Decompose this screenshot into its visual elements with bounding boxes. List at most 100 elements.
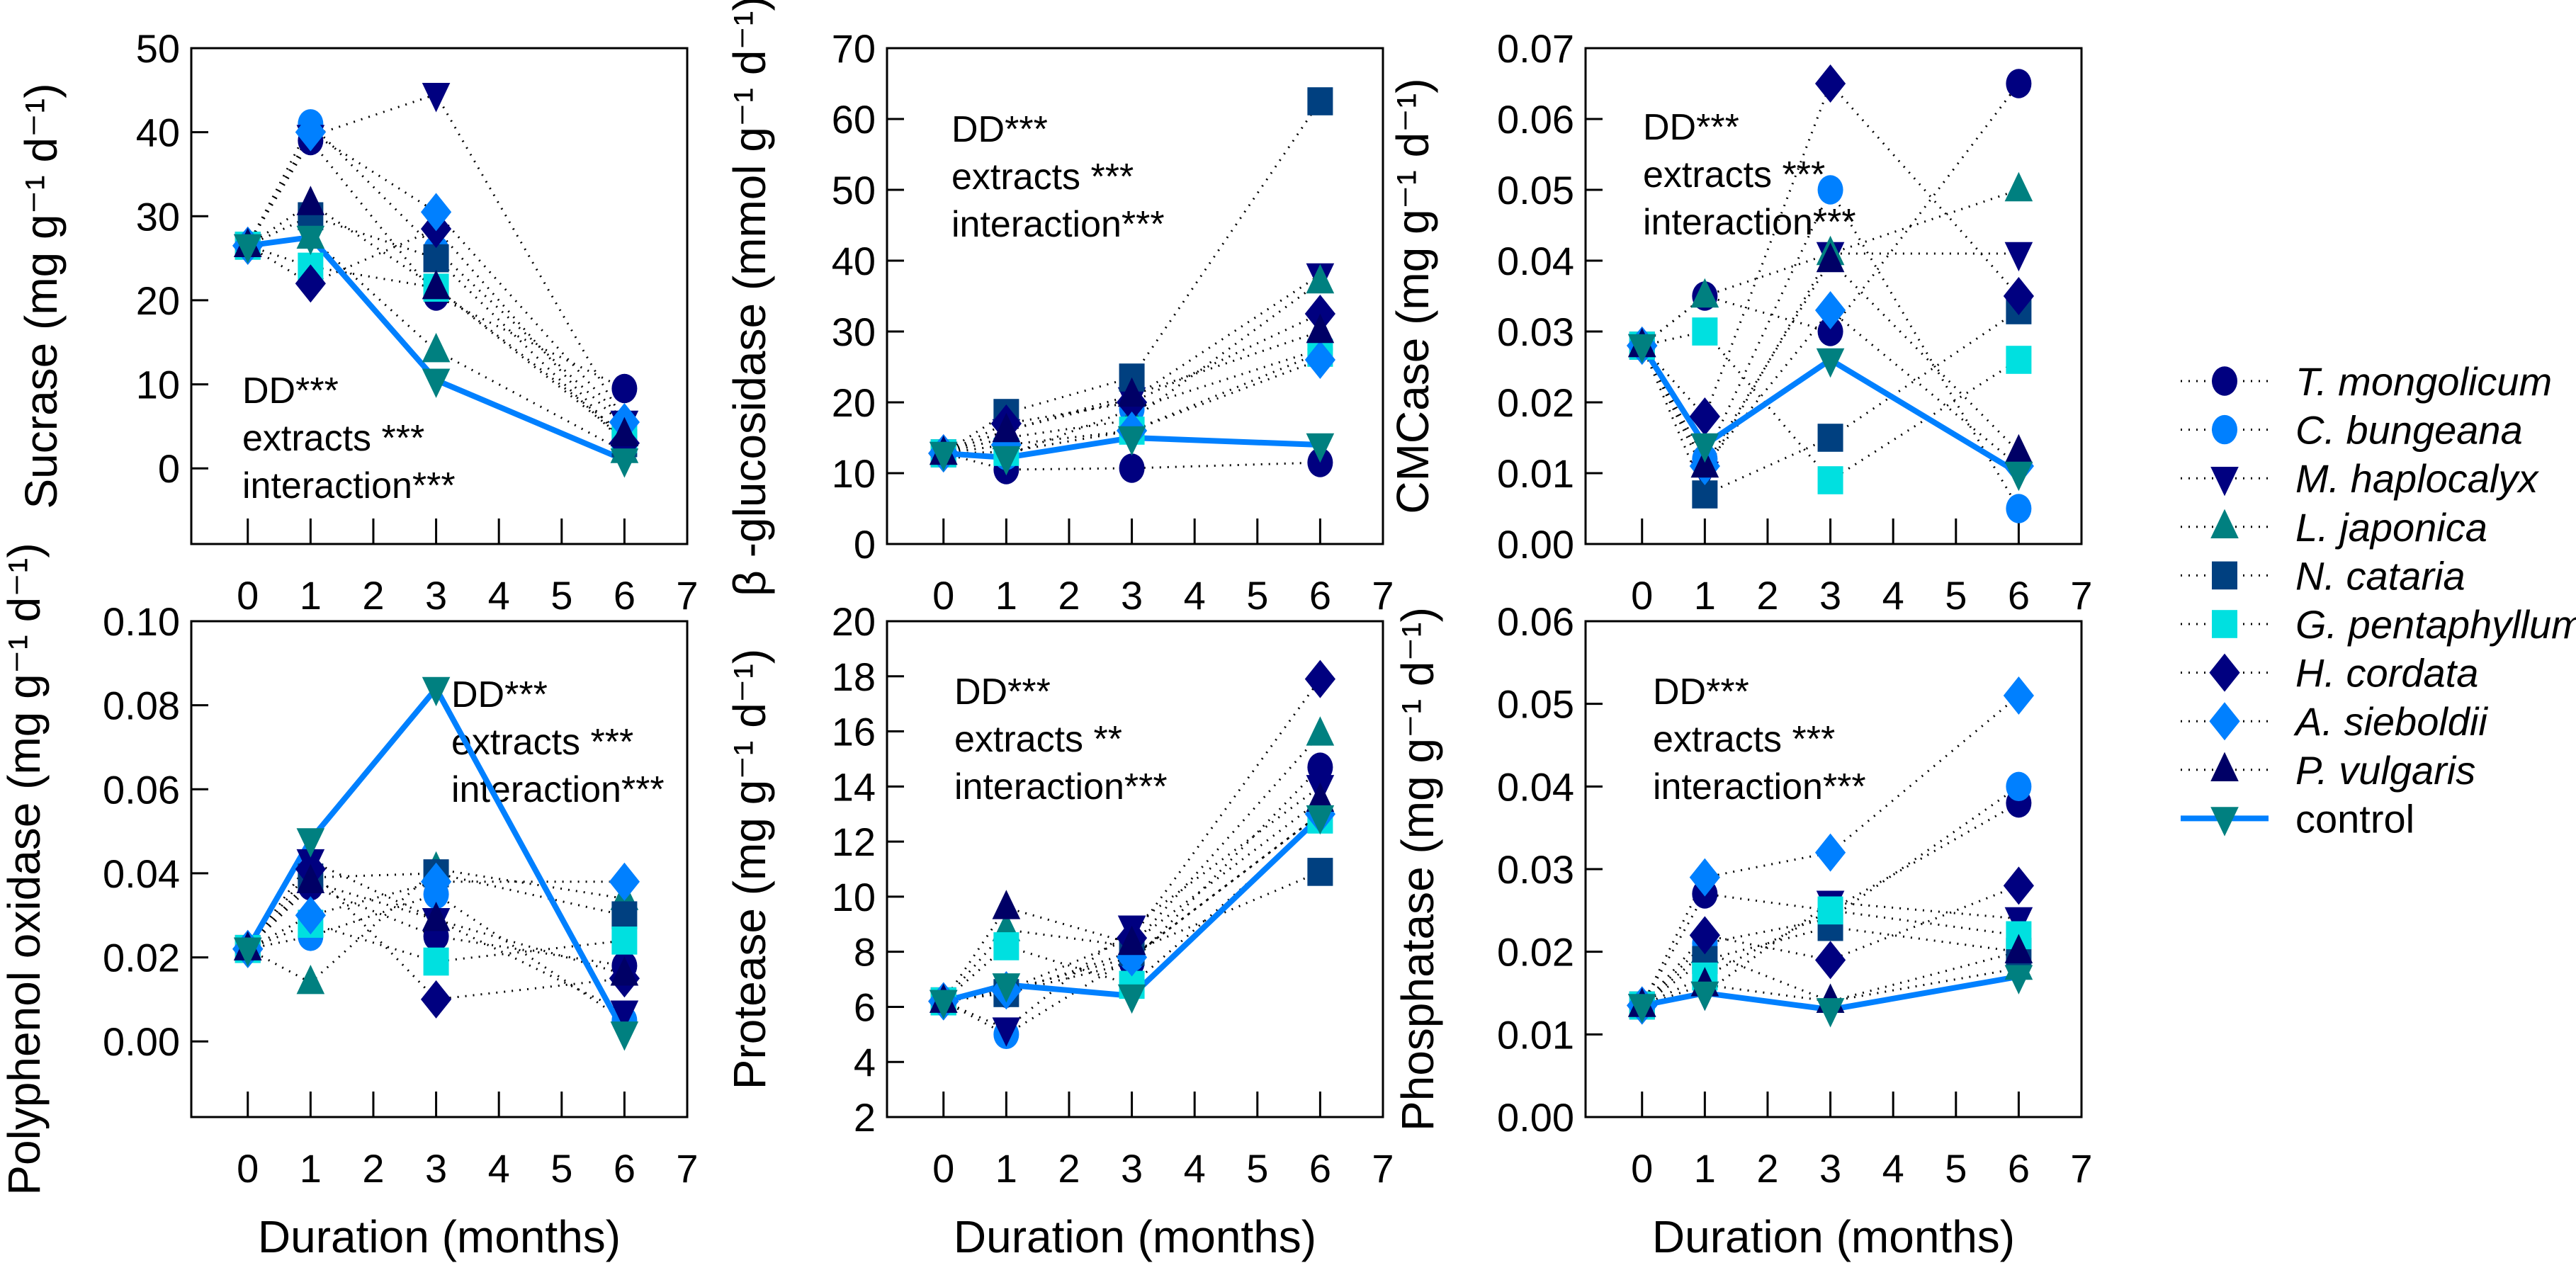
- y-tick-label: 50: [136, 26, 180, 71]
- data-point-control: [610, 1021, 639, 1051]
- x-tick-label: 2: [362, 573, 384, 618]
- data-point-t-mongolicum: [1307, 752, 1333, 782]
- y-tick-label: 4: [854, 1040, 876, 1084]
- data-point-control: [992, 973, 1021, 1003]
- legend-marker-square-icon: [2212, 561, 2237, 590]
- significance-annotation: extracts ***: [1653, 719, 1835, 760]
- data-point-m-haplocalyx: [610, 1000, 639, 1030]
- y-tick-label: 0.06: [1497, 97, 1574, 142]
- y-tick-label: 20: [832, 599, 876, 644]
- series-line-c-bungeana: [247, 892, 626, 1021]
- significance-annotation: DD***: [451, 674, 548, 715]
- data-point-p-vulgaris: [1690, 448, 1719, 478]
- data-point-control: [1117, 426, 1146, 456]
- data-point-a-sieboldii: [1689, 858, 1720, 897]
- legend-label: G. pentaphyllum: [2295, 602, 2576, 647]
- significance-annotation: DD***: [954, 672, 1051, 713]
- x-tick-label: 2: [1058, 1146, 1080, 1191]
- data-point-t-mongolicum: [2006, 69, 2032, 98]
- x-tick-label: 0: [1631, 1146, 1653, 1191]
- legend-label: C. bungeana: [2295, 408, 2523, 453]
- x-tick-label: 7: [2070, 573, 2092, 618]
- x-tick-label: 3: [1121, 1146, 1143, 1191]
- data-point-control: [1816, 348, 1845, 378]
- data-point-control: [929, 990, 958, 1019]
- y-tick-label: 0.05: [1497, 168, 1574, 212]
- data-point-control: [2004, 461, 2033, 492]
- data-point-control: [992, 446, 1021, 476]
- y-tick-label: 16: [832, 710, 876, 754]
- legend-label: T. mongolicum: [2295, 359, 2552, 404]
- x-tick-label: 6: [1309, 1146, 1331, 1191]
- y-tick-label: 40: [136, 110, 180, 155]
- data-point-n-cataria: [1307, 87, 1333, 115]
- data-point-control: [1306, 805, 1335, 835]
- data-point-control: [296, 225, 325, 256]
- data-point-g-pentaphyllum: [423, 947, 449, 976]
- series-line-l-japonica: [247, 868, 625, 984]
- legend-label: control: [2295, 796, 2414, 841]
- y-tick-label: 0.08: [103, 684, 180, 728]
- data-point-p-vulgaris: [1117, 925, 1146, 956]
- series-line-l-japonica: [943, 280, 1321, 455]
- x-tick-label: 2: [362, 1146, 384, 1191]
- data-point-n-cataria: [1817, 424, 1843, 452]
- x-tick-label: 4: [1184, 573, 1206, 618]
- y-tick-label: 0.06: [1497, 599, 1574, 644]
- significance-annotation: DD***: [951, 109, 1048, 150]
- y-tick-label: 8: [854, 930, 876, 975]
- y-axis-label: Polyphenol oxidase (mg g⁻¹ d⁻¹): [0, 543, 50, 1195]
- data-point-a-sieboldii: [295, 113, 326, 152]
- series-line-m-haplocalyx: [247, 859, 626, 1014]
- data-point-t-mongolicum: [1119, 453, 1145, 483]
- x-tick-label: 7: [676, 573, 698, 618]
- data-point-control: [2004, 965, 2033, 994]
- data-point-a-sieboldii: [609, 862, 640, 901]
- significance-annotation: interaction***: [951, 204, 1165, 245]
- x-axis-label: Duration (months): [1652, 1211, 2015, 1262]
- x-tick-label: 6: [2008, 573, 2030, 618]
- data-point-c-bungeana: [1817, 175, 1843, 205]
- data-point-control: [422, 368, 451, 398]
- x-tick-label: 5: [550, 573, 572, 618]
- legend-label: M. haplocalyx: [2295, 456, 2539, 501]
- data-point-p-vulgaris: [2004, 934, 2033, 963]
- series-line-l-japonica: [942, 733, 1321, 1002]
- series-line-n-cataria: [943, 871, 1321, 1003]
- y-tick-label: 0.04: [103, 851, 180, 896]
- data-point-a-sieboldii: [1814, 291, 1846, 329]
- series-line-g-pentaphyllum: [1642, 330, 2020, 482]
- significance-annotation: extracts ***: [951, 157, 1134, 198]
- y-tick-label: 18: [832, 654, 876, 699]
- x-tick-label: 1: [300, 573, 322, 618]
- series-line-t-mongolicum: [943, 452, 1321, 471]
- series-line-h-cordata: [1641, 81, 2020, 419]
- data-point-h-cordata: [1689, 916, 1720, 955]
- y-tick-label: 0.00: [103, 1019, 180, 1064]
- x-tick-label: 4: [1882, 1146, 1904, 1191]
- y-tick-label: 70: [832, 26, 876, 71]
- plot-frame: [190, 47, 689, 545]
- data-point-p-vulgaris: [422, 901, 451, 931]
- data-point-h-cordata: [420, 980, 452, 1019]
- data-point-a-sieboldii: [2003, 676, 2034, 715]
- x-tick-label: 0: [932, 1146, 954, 1191]
- y-tick-label: 0: [158, 446, 180, 491]
- x-tick-label: 5: [1246, 573, 1268, 618]
- series-line-control: [247, 234, 626, 463]
- data-point-control: [422, 676, 451, 707]
- series-line-g-pentaphyllum: [247, 922, 625, 963]
- y-tick-label: 0.04: [1497, 239, 1574, 283]
- y-tick-label: 0.07: [1497, 26, 1574, 71]
- data-point-c-bungeana: [2006, 494, 2032, 523]
- data-point-control: [1627, 994, 1656, 1024]
- data-point-t-mongolicum: [611, 373, 638, 404]
- legend-marker-triangle-down-icon: [2210, 807, 2239, 837]
- data-point-h-cordata: [1814, 64, 1846, 103]
- data-point-l-japonica: [422, 332, 451, 363]
- y-tick-label: 10: [136, 363, 180, 407]
- data-point-control: [1306, 433, 1335, 463]
